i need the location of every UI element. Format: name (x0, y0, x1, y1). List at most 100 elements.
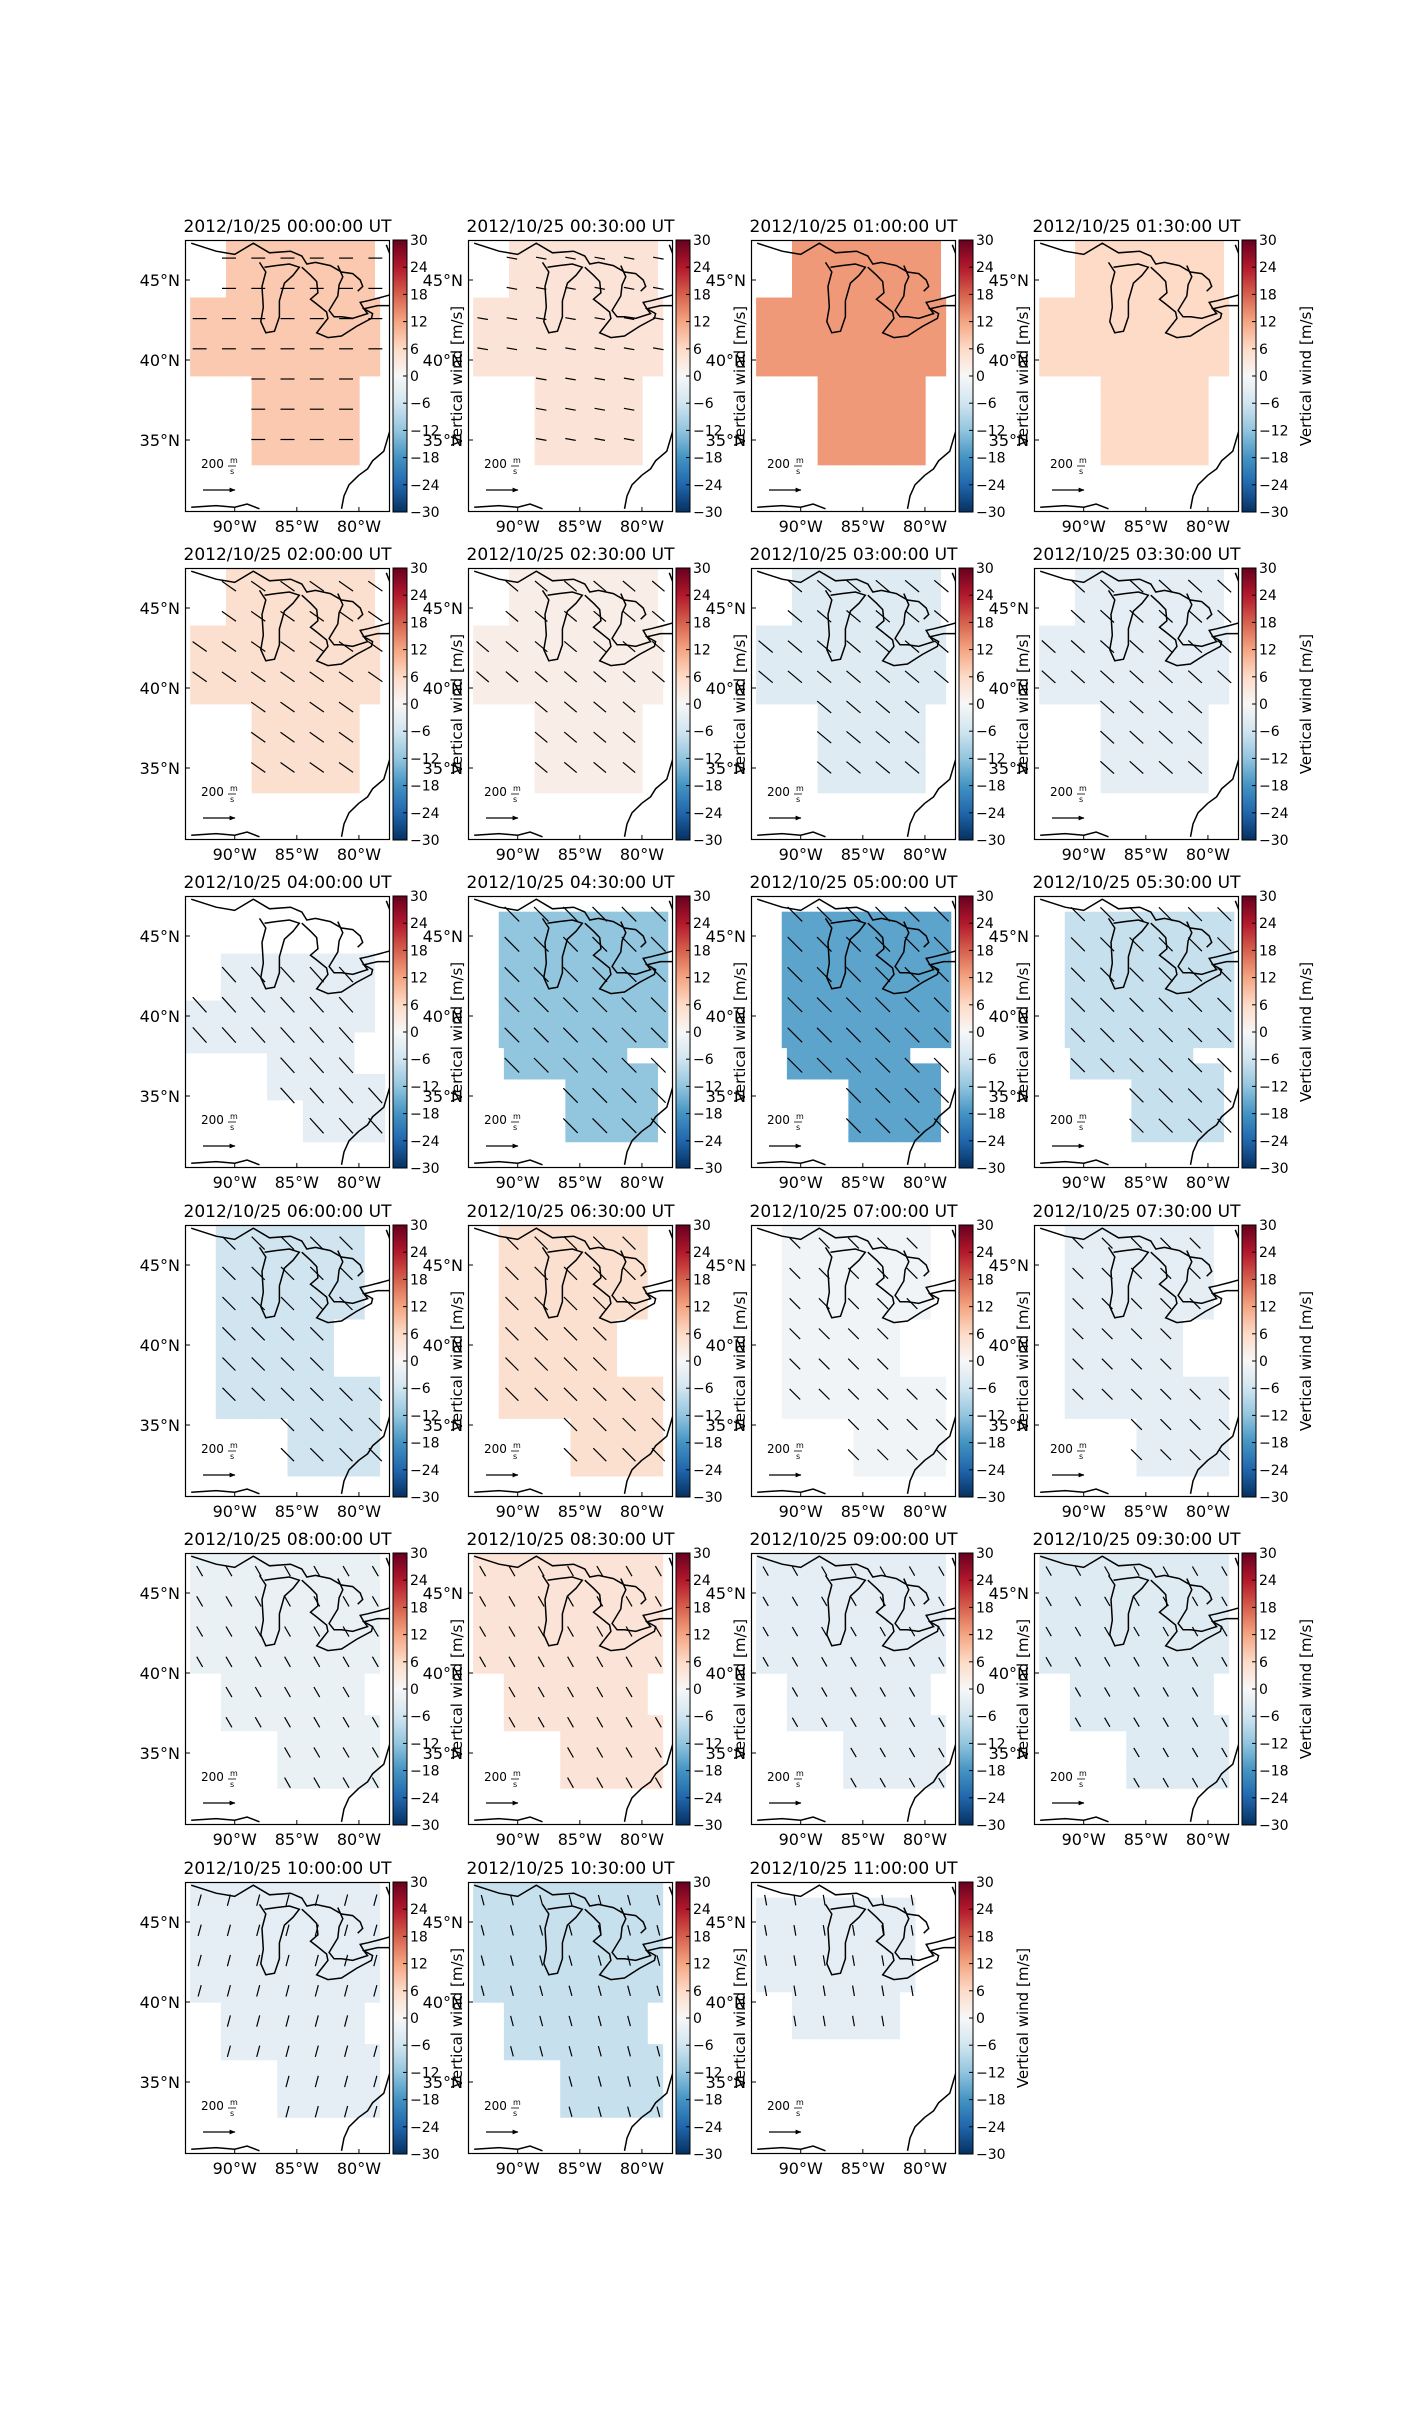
wind-cell (246, 349, 253, 356)
wind-cell (756, 339, 762, 346)
wind-cell (771, 302, 778, 309)
wind-cell (190, 344, 196, 351)
wind-cell (343, 344, 350, 351)
wind-cell (848, 454, 854, 461)
wind-cell (1121, 355, 1127, 361)
wind-cell (1054, 339, 1061, 346)
wind-cell (555, 396, 561, 403)
wind-cell (833, 323, 839, 330)
wind-cell (1172, 365, 1178, 372)
wind-cell (817, 297, 824, 304)
wind-cell (236, 308, 242, 314)
wind-cell (899, 459, 906, 466)
wind-cell (282, 276, 288, 283)
wind-cell (807, 266, 813, 272)
wind-cell (1157, 396, 1163, 403)
wind-cell (802, 355, 808, 361)
wind-cell (776, 355, 783, 361)
wind-cell (858, 428, 865, 434)
wind-cell (308, 454, 314, 461)
wind-cell (1059, 297, 1066, 304)
wind-cell (611, 245, 618, 251)
wind-cell (267, 297, 273, 304)
wind-cell (822, 250, 829, 257)
wind-cell (1085, 334, 1091, 340)
wind-cell (1177, 339, 1184, 346)
wind-cell (1146, 391, 1153, 398)
wind-cell (534, 313, 541, 319)
wind-cell (1172, 271, 1178, 278)
wind-cell (1177, 376, 1184, 382)
wind-cell (889, 365, 895, 372)
wind-cell (575, 245, 582, 251)
wind-cell (802, 344, 808, 351)
wind-cell (1187, 328, 1194, 335)
wind-cell (884, 402, 890, 408)
wind-cell (236, 276, 242, 283)
wind-cell (621, 255, 628, 262)
wind-cell (1049, 360, 1055, 366)
wind-cell (488, 323, 495, 330)
wind-cell (863, 433, 870, 440)
wind-cell (616, 376, 623, 382)
wind-cell (267, 287, 273, 293)
wind-cell (220, 370, 227, 377)
wind-cell (647, 260, 653, 267)
wind-cell (1044, 339, 1050, 346)
wind-cell (338, 318, 345, 325)
wind-cell (318, 444, 324, 450)
wind-cell (868, 433, 875, 440)
wind-cell (652, 260, 659, 267)
wind-cell (1105, 276, 1112, 283)
wind-cell (1110, 334, 1117, 340)
wind-cell (1167, 386, 1173, 393)
wind-cell (1100, 323, 1107, 330)
wind-cell (1105, 255, 1112, 262)
wind-cell (1151, 355, 1158, 361)
wind-cell (1157, 271, 1163, 278)
wind-cell (292, 323, 299, 330)
wind-cell (338, 402, 345, 408)
wind-cell (1187, 297, 1194, 304)
wind-cell (1187, 438, 1194, 445)
wind-cell (524, 271, 530, 278)
wind-cell (478, 328, 484, 335)
wind-cell (611, 292, 618, 298)
wind-cell (1100, 355, 1107, 361)
wind-cell (251, 459, 258, 466)
wind-cell (591, 266, 597, 272)
wind-cell (1121, 266, 1127, 272)
wind-cell (349, 302, 355, 309)
wind-cell (1157, 349, 1163, 356)
wind-cell (498, 355, 505, 361)
coastline (340, 474, 360, 509)
wind-cell (899, 370, 906, 377)
wind-cell (884, 428, 890, 434)
wind-cell (585, 271, 592, 278)
wind-cell (863, 381, 870, 387)
wind-cell (925, 297, 931, 304)
wind-cell (1157, 360, 1163, 366)
wind-cell (349, 334, 355, 340)
wind-cell (621, 328, 628, 335)
wind-cell (915, 386, 921, 393)
wind-cell (251, 423, 258, 429)
wind-cell (261, 334, 268, 340)
wind-cell (915, 423, 921, 429)
wind-cell (771, 344, 778, 351)
wind-cell (514, 302, 520, 309)
wind-cell (575, 423, 582, 429)
wind-cell (349, 292, 355, 298)
wind-cell (302, 376, 309, 382)
wind-cell (524, 281, 530, 288)
wind-cell (858, 339, 865, 346)
wind-cell (647, 266, 653, 272)
wind-cell (601, 297, 607, 304)
wind-cell (652, 355, 659, 361)
wind-cell (606, 396, 612, 403)
wind-cell (874, 276, 880, 283)
wind-cell (297, 423, 304, 429)
wind-cell (585, 297, 592, 304)
wind-cell (585, 313, 592, 319)
wind-cell (1039, 334, 1045, 340)
